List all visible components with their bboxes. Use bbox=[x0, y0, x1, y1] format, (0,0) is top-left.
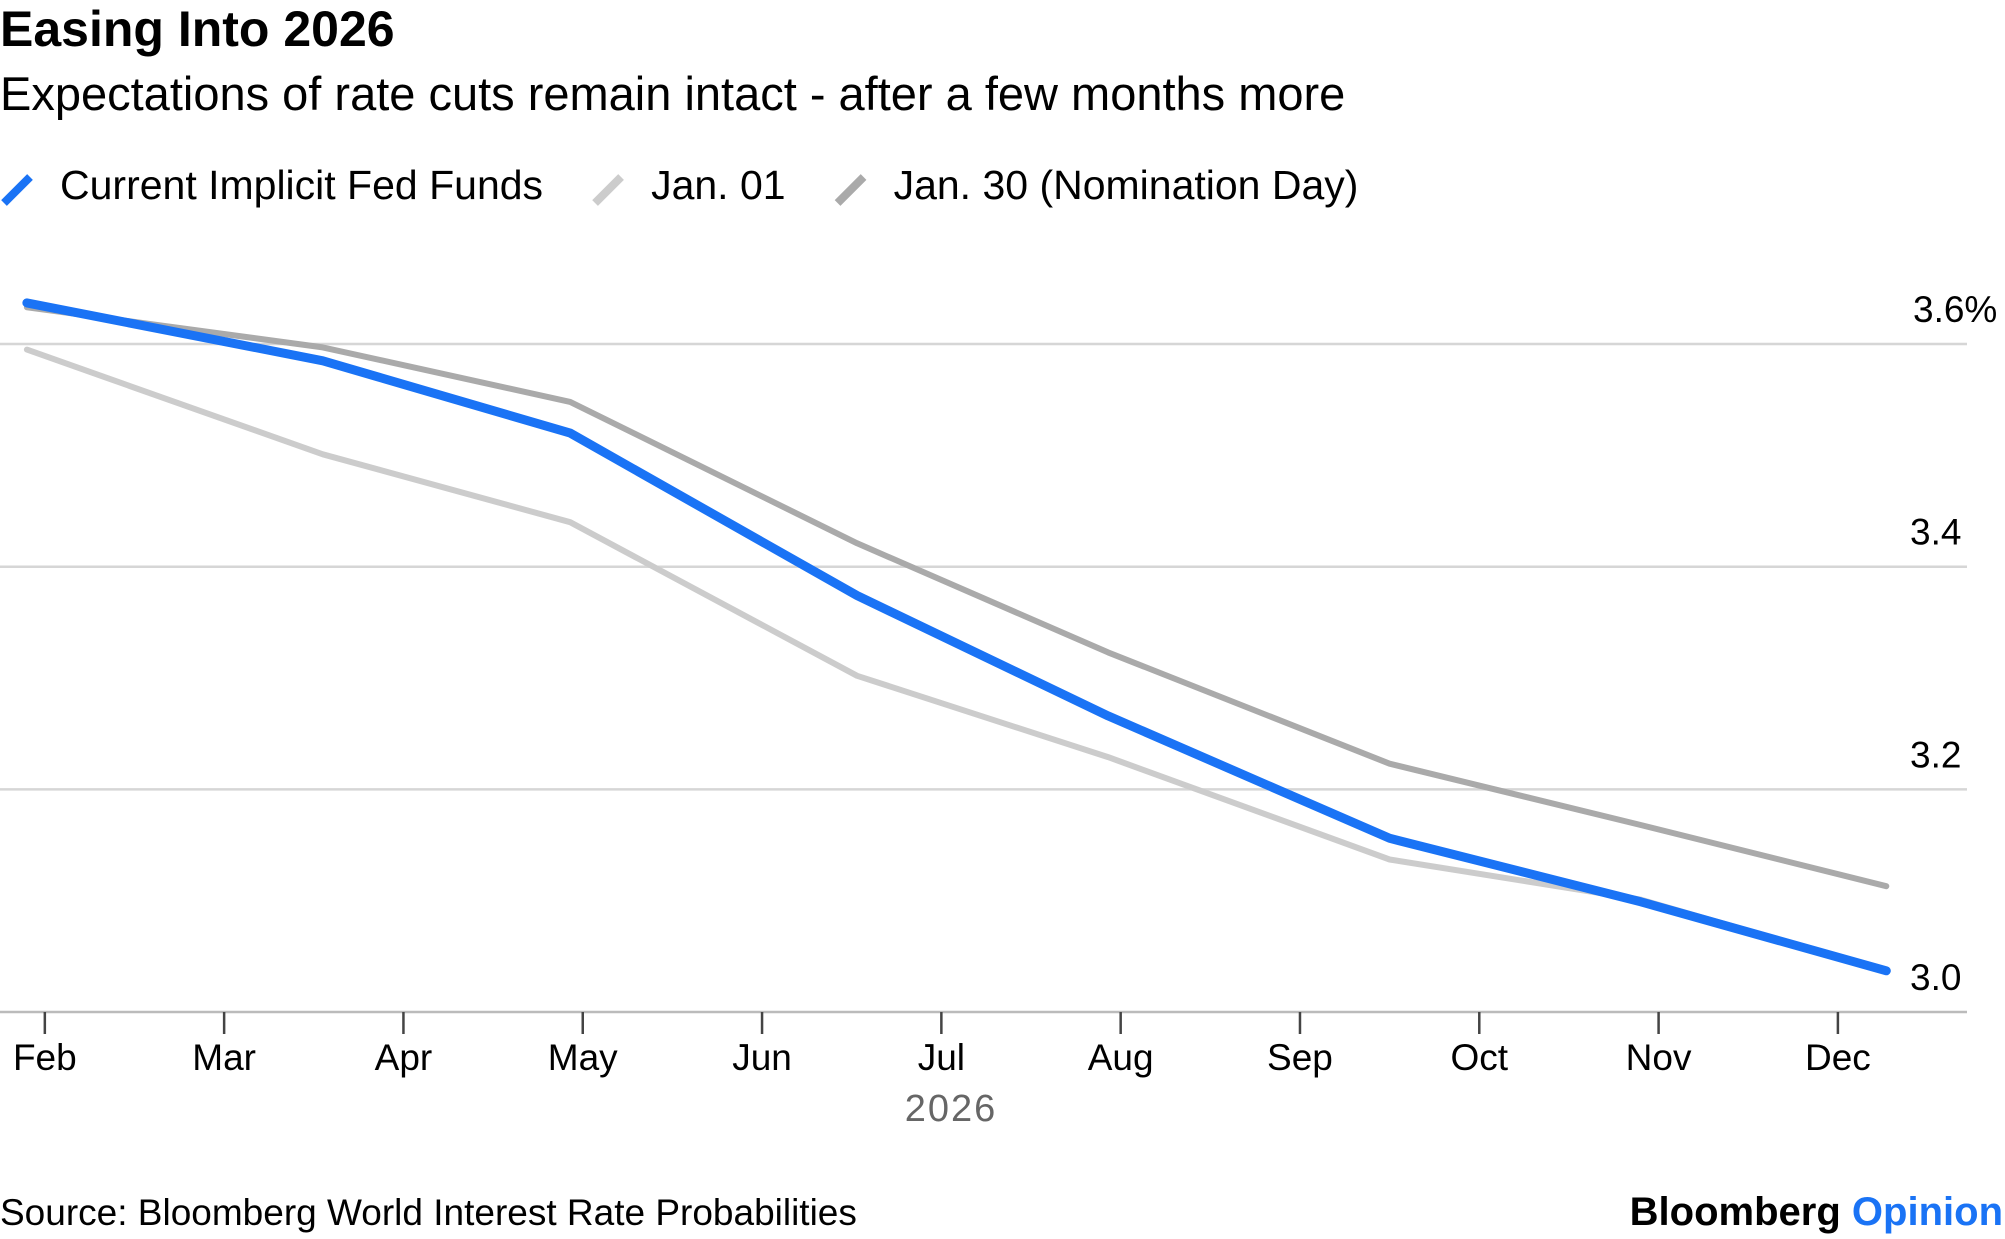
legend-label: Jan. 30 (Nomination Day) bbox=[894, 162, 1359, 208]
series-line bbox=[23, 304, 1890, 890]
legend-swatch bbox=[834, 174, 867, 206]
series-line bbox=[22, 298, 1891, 976]
source: Source: Bloomberg World Interest Rate Pr… bbox=[0, 1192, 857, 1233]
x-tick-label: Jun bbox=[732, 1037, 792, 1078]
x-tick-label: Feb bbox=[13, 1037, 77, 1078]
brand: Bloomberg Opinion bbox=[1630, 1190, 2003, 1234]
legend-label: Jan. 01 bbox=[651, 162, 786, 208]
x-tick-label: Aug bbox=[1088, 1037, 1154, 1078]
x-tick-label: Jul bbox=[918, 1037, 965, 1078]
chart-title: Easing Into 2026 bbox=[0, 1, 395, 57]
brand-suffix: Opinion bbox=[1852, 1190, 2003, 1234]
x-tick-label: Dec bbox=[1805, 1037, 1871, 1078]
x-tick-label: Sep bbox=[1267, 1037, 1333, 1078]
brand-name: Bloomberg bbox=[1630, 1190, 1841, 1234]
chart-subtitle: Expectations of rate cuts remain intact … bbox=[0, 67, 1345, 120]
x-tick-label: Mar bbox=[192, 1037, 256, 1078]
legend-swatch bbox=[592, 174, 624, 206]
x-tick-label: Apr bbox=[375, 1037, 433, 1078]
x-tick-label: May bbox=[548, 1037, 618, 1078]
legend-label: Current Implicit Fed Funds bbox=[60, 162, 543, 208]
x-tick-label: Oct bbox=[1451, 1037, 1509, 1078]
x-axis-label: 2026 bbox=[905, 1088, 998, 1130]
y-tick-label: 3.2 bbox=[1910, 734, 1961, 775]
legend-swatch bbox=[1, 174, 33, 206]
y-tick-label: 3.6% bbox=[1913, 289, 1997, 330]
x-tick-label: Nov bbox=[1626, 1037, 1692, 1078]
y-tick-label: 3.0 bbox=[1910, 957, 1961, 998]
series-line bbox=[23, 346, 1890, 974]
y-tick-label: 3.4 bbox=[1910, 512, 1961, 553]
